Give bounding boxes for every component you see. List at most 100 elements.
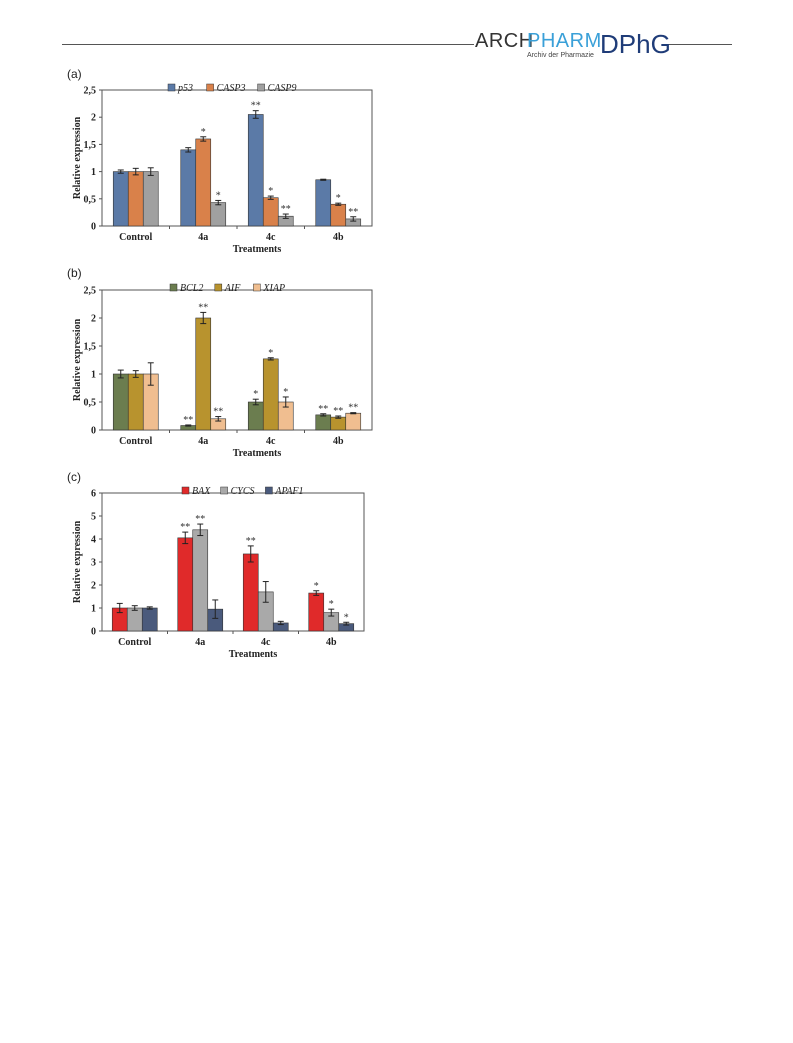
- header-rule-right: [664, 44, 732, 45]
- significance-mark: *: [344, 612, 349, 623]
- y-axis-title: Relative expression: [72, 318, 83, 401]
- y-tick-label: 0: [91, 426, 96, 437]
- y-tick-label: 0: [91, 627, 96, 638]
- legend-swatch: [167, 83, 176, 92]
- legend-label: AIF: [224, 283, 241, 294]
- significance-mark: *: [201, 127, 206, 138]
- y-tick-label: 2: [91, 581, 96, 592]
- bar: [242, 553, 259, 632]
- x-tick-label: Control: [119, 436, 152, 447]
- logo-dphg: DPhG: [600, 29, 671, 59]
- y-tick-label: 2,5: [84, 286, 97, 297]
- y-tick-label: 0: [91, 222, 96, 233]
- legend-swatch: [206, 83, 214, 92]
- y-tick-label: 6: [91, 489, 96, 500]
- bar: [262, 358, 279, 431]
- bar: [112, 171, 129, 227]
- significance-mark: *: [329, 599, 334, 610]
- bar: [142, 171, 159, 227]
- significance-mark: *: [283, 387, 288, 398]
- significance-mark: *: [268, 348, 273, 359]
- bar: [315, 179, 332, 227]
- x-axis-title: Treatments: [229, 649, 278, 660]
- y-tick-label: 1: [91, 370, 96, 381]
- y-tick-label: 3: [91, 558, 96, 569]
- logo-arch: ARCH: [475, 30, 534, 52]
- legend-swatch: [253, 283, 261, 292]
- legend-label: CYCS: [231, 486, 255, 497]
- bar: [127, 373, 144, 431]
- bar: [330, 416, 347, 431]
- bar: [330, 203, 347, 227]
- bar: [195, 317, 212, 431]
- legend-swatch: [181, 486, 190, 495]
- chart-panel-a: 0 0,5 1 1,5 2 2,5 Relative expression Control 4a…: [72, 83, 373, 255]
- legend-label: CASP9: [268, 83, 297, 94]
- significance-mark: *: [216, 190, 221, 201]
- significance-mark: **: [348, 207, 358, 218]
- header-rule-left: [62, 44, 474, 45]
- x-tick-label: 4b: [333, 436, 344, 447]
- x-tick-label: 4c: [261, 637, 271, 648]
- significance-mark: *: [314, 581, 319, 592]
- significance-mark: **: [246, 536, 256, 547]
- x-tick-label: 4c: [266, 436, 276, 447]
- y-tick-label: 2: [91, 314, 96, 325]
- bar: [112, 373, 129, 431]
- journal-logo: ARCH PHARM Archiv der Pharmazie DPhG: [472, 29, 672, 60]
- significance-mark: *: [268, 186, 273, 197]
- bar: [315, 414, 332, 431]
- y-tick-label: 2,5: [84, 86, 97, 97]
- bar: [247, 401, 264, 431]
- significance-mark: **: [333, 406, 343, 417]
- significance-mark: **: [318, 404, 328, 415]
- legend-label: BAX: [192, 486, 211, 497]
- bar: [177, 537, 194, 632]
- bar: [126, 607, 143, 632]
- panel-label-a: (a): [67, 67, 82, 81]
- y-tick-label: 0,5: [84, 194, 97, 205]
- significance-mark: **: [348, 403, 358, 414]
- y-tick-label: 1: [91, 604, 96, 615]
- x-tick-label: 4c: [266, 232, 276, 243]
- y-tick-label: 1: [91, 167, 96, 178]
- x-tick-label: 4a: [198, 436, 208, 447]
- legend-swatch: [220, 486, 228, 495]
- x-tick-label: Control: [119, 232, 152, 243]
- y-axis-title: Relative expression: [72, 116, 83, 199]
- x-tick-label: 4a: [198, 232, 208, 243]
- legend-label: CASP3: [217, 83, 246, 94]
- logo-subtitle: Archiv der Pharmazie: [527, 52, 594, 59]
- significance-mark: **: [180, 522, 190, 533]
- significance-mark: **: [183, 415, 193, 426]
- legend-swatch: [169, 283, 178, 292]
- significance-mark: **: [195, 514, 205, 525]
- y-axis-title: Relative expression: [72, 520, 83, 603]
- y-tick-label: 1,5: [84, 342, 97, 353]
- x-axis-title: Treatments: [233, 448, 282, 459]
- bar: [195, 138, 212, 227]
- y-tick-label: 4: [91, 535, 96, 546]
- bar: [210, 202, 227, 227]
- bar: [180, 149, 197, 227]
- y-tick-label: 1,5: [84, 140, 97, 151]
- significance-mark: *: [336, 193, 341, 204]
- chart-panel-b: 0 0,5 1 1,5 2 2,5 Relative expression Control 4a…: [72, 283, 373, 459]
- x-tick-label: 4a: [195, 637, 205, 648]
- legend-swatch: [257, 83, 265, 92]
- x-tick-label: Control: [118, 637, 151, 648]
- panel-label-c: (c): [67, 470, 81, 484]
- significance-mark: **: [198, 302, 208, 313]
- x-tick-label: 4b: [326, 637, 337, 648]
- significance-mark: **: [213, 407, 223, 418]
- y-tick-label: 0,5: [84, 398, 97, 409]
- bar: [262, 197, 279, 227]
- legend-swatch: [265, 486, 273, 495]
- x-axis-title: Treatments: [233, 244, 282, 255]
- legend-label: APAF1: [274, 486, 303, 497]
- legend-swatch: [214, 283, 223, 292]
- panel-label-b: (b): [67, 266, 82, 280]
- bar: [192, 529, 209, 632]
- bar: [308, 592, 325, 632]
